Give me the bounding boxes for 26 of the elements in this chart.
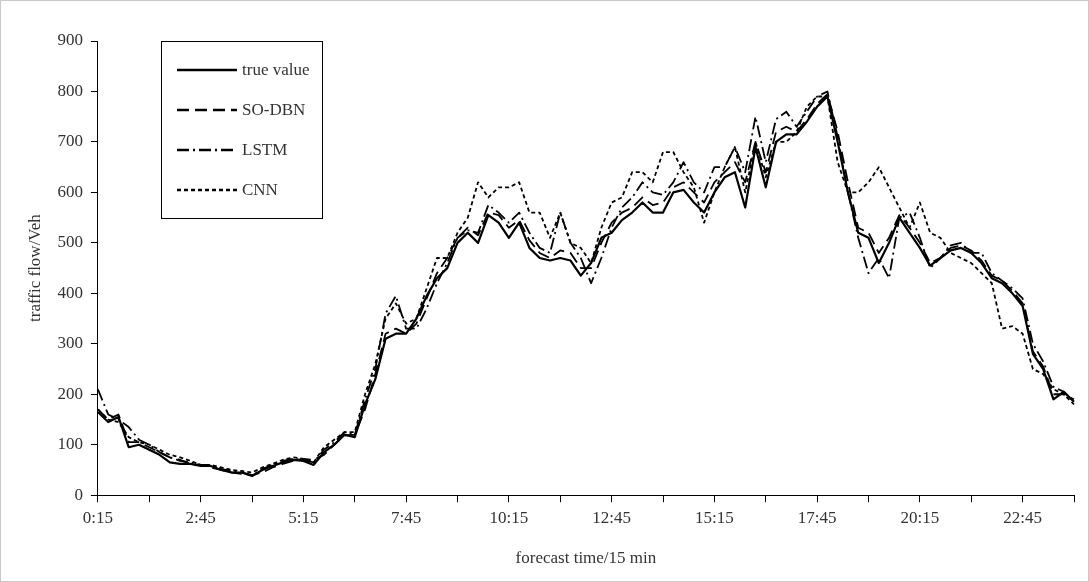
x-axis-title: forecast time/15 min bbox=[515, 548, 657, 568]
y-tick-label: 300 bbox=[57, 333, 83, 353]
legend-label: LSTM bbox=[242, 140, 288, 160]
x-tick-label: 17:45 bbox=[797, 507, 837, 527]
x-tick-label: 10:15 bbox=[489, 507, 529, 527]
x-tick-label: 2:45 bbox=[185, 507, 216, 527]
x-tick-label: 7:45 bbox=[391, 507, 422, 527]
x-tick-label: 15:15 bbox=[695, 507, 734, 527]
y-tick-label: 700 bbox=[57, 131, 83, 151]
x-tick-label: 12:45 bbox=[592, 507, 631, 527]
x-tick-label: 20:15 bbox=[900, 507, 940, 527]
y-tick-label: 800 bbox=[57, 80, 83, 100]
y-tick-label: 0 bbox=[74, 484, 83, 504]
x-tick-label: 0:15 bbox=[82, 507, 114, 527]
x-tick-label: 5:15 bbox=[288, 507, 319, 527]
y-tick-label: 400 bbox=[57, 282, 83, 302]
x-tick-label: 22:45 bbox=[1003, 507, 1042, 527]
legend-label: SO-DBN bbox=[242, 100, 306, 120]
legend-label: true value bbox=[242, 60, 310, 80]
y-tick-label: 600 bbox=[57, 181, 83, 201]
y-tick-label: 900 bbox=[57, 30, 83, 50]
y-tick-label: 200 bbox=[57, 383, 83, 403]
y-axis-title: traffic flow/Veh bbox=[24, 213, 44, 322]
y-tick-label: 500 bbox=[57, 232, 83, 252]
y-tick-label: 100 bbox=[57, 434, 83, 454]
legend-label: CNN bbox=[242, 180, 278, 200]
